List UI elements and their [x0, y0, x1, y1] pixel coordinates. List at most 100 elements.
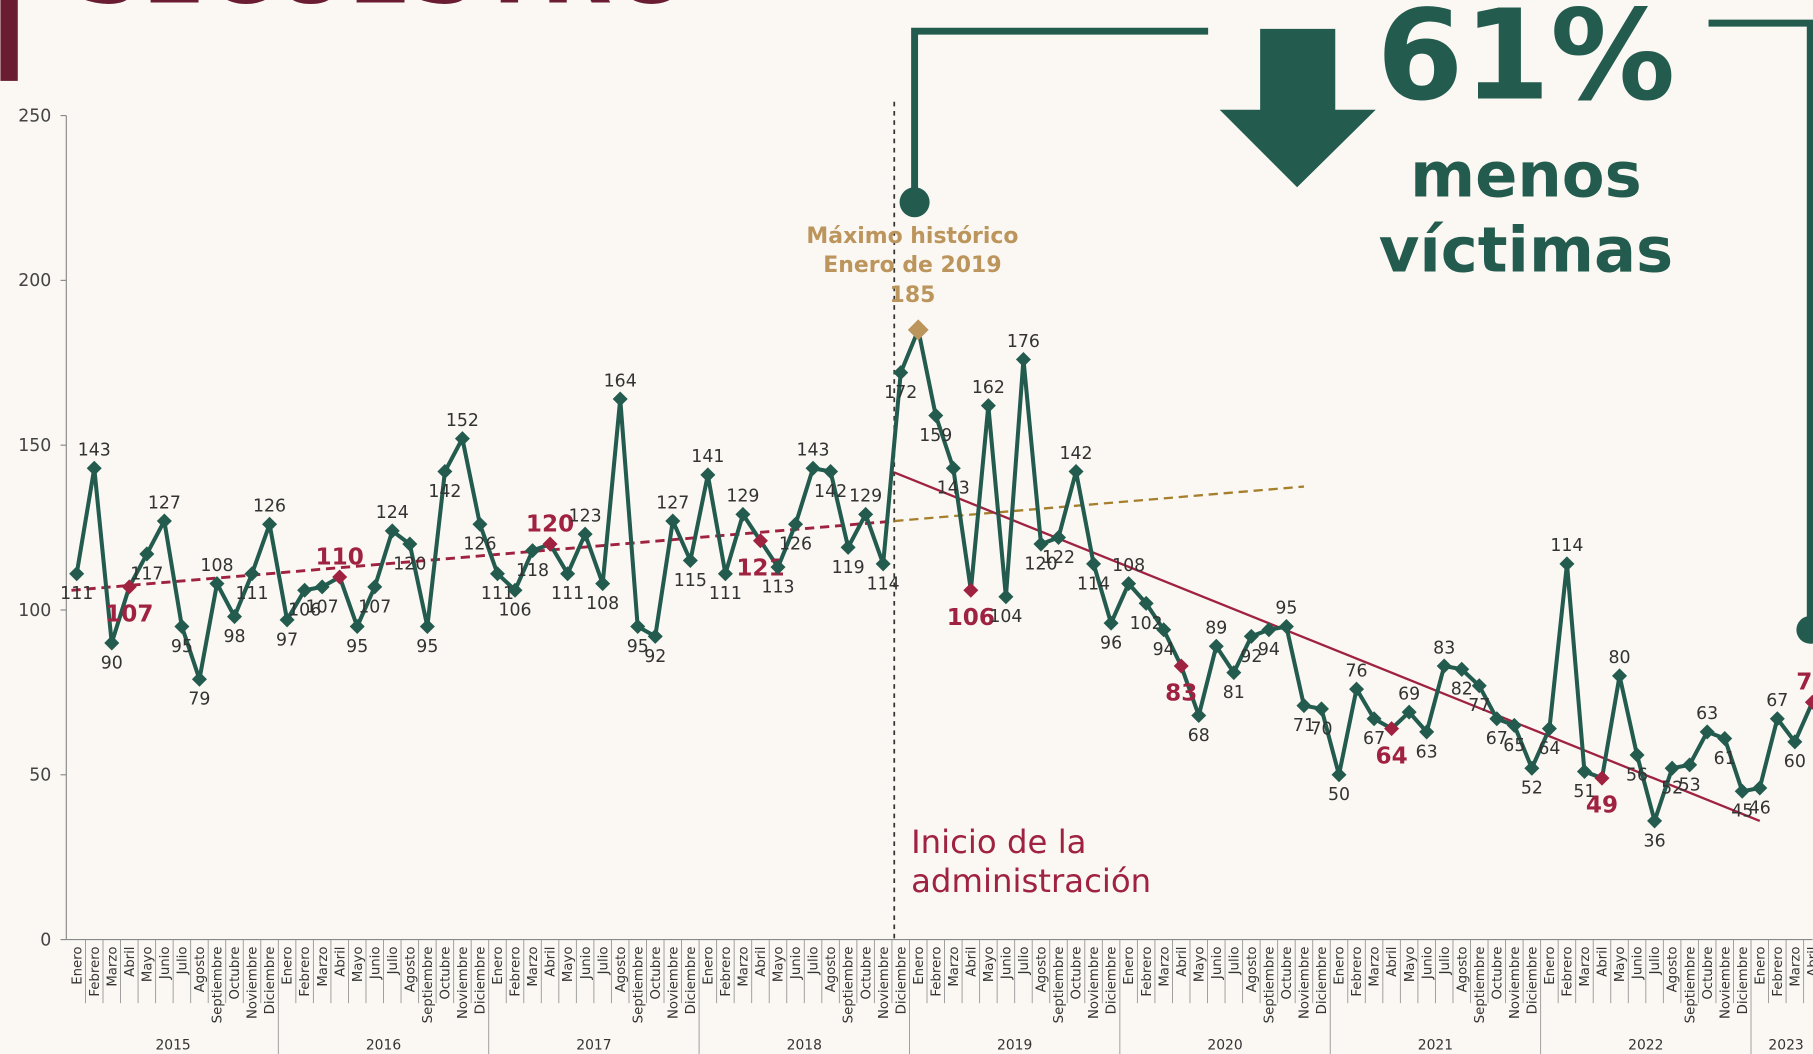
marker	[1594, 770, 1610, 786]
x-tick-label: Febrero	[1140, 947, 1155, 997]
x-tick-label: Abril	[1806, 947, 1813, 977]
value-label: 108	[586, 594, 619, 614]
x-tick-label: Mayo	[561, 947, 576, 983]
x-tick-label: Agosto	[1035, 947, 1050, 993]
value-label: 68	[1188, 726, 1210, 746]
x-tick-label: Septiembre	[842, 947, 857, 1024]
x-tick-label: Octubre	[1070, 947, 1085, 1000]
marker	[1682, 757, 1698, 773]
marker	[1033, 536, 1049, 552]
marker	[805, 460, 821, 476]
value-label: 64	[1538, 739, 1560, 759]
marker	[1226, 665, 1242, 681]
x-tick-label: Abril	[1596, 947, 1611, 977]
x-tick-label: Marzo	[1157, 947, 1172, 987]
value-label: 46	[1749, 798, 1771, 818]
value-label: 118	[516, 561, 549, 581]
marker	[1015, 351, 1031, 367]
x-tick-label: Febrero	[719, 947, 734, 997]
x-tick-label: Mayo	[1192, 947, 1207, 983]
marker	[1296, 698, 1312, 714]
value-label: 92	[1240, 647, 1262, 667]
marker	[735, 506, 751, 522]
marker	[297, 582, 313, 598]
marker	[1050, 529, 1067, 545]
x-tick-label: Mayo	[1613, 947, 1628, 983]
marker	[1804, 694, 1813, 710]
x-tick-label: Junio	[1210, 947, 1225, 981]
x-tick-label: Enero	[1333, 947, 1348, 985]
year-label: 2020	[1207, 1037, 1242, 1053]
x-tick-label: Septiembre	[1683, 947, 1698, 1024]
x-tick-label: Julio	[176, 947, 191, 976]
x-tick-label: Octubre	[649, 947, 664, 1000]
marker	[384, 523, 400, 539]
x-tick-label: Noviembre	[1087, 947, 1102, 1020]
marker	[1401, 704, 1417, 720]
x-tick-label: Agosto	[1455, 947, 1470, 993]
value-label: 92	[644, 647, 666, 667]
x-tick-label: Julio	[1648, 947, 1663, 976]
marker	[840, 539, 856, 555]
value-label: 95	[346, 637, 368, 657]
x-tick-label: Agosto	[193, 947, 208, 993]
x-tick-label: Abril	[964, 947, 979, 977]
marker	[244, 566, 260, 582]
marker	[665, 513, 681, 529]
value-label: 107	[306, 597, 339, 617]
x-tick-label: Diciembre	[263, 947, 278, 1015]
value-label: 52	[1521, 779, 1543, 799]
marker	[1086, 556, 1102, 572]
marker	[612, 391, 628, 407]
y-tick-label: 200	[18, 271, 51, 291]
value-label: 124	[376, 503, 409, 523]
marker	[507, 582, 523, 598]
value-label: 79	[188, 690, 210, 710]
x-tick-label: Noviembre	[1298, 947, 1313, 1020]
x-tick-label: Diciembre	[1525, 947, 1540, 1015]
x-tick-label: Noviembre	[877, 947, 892, 1020]
x-tick-label: Abril	[1385, 947, 1400, 977]
value-label: 80	[1608, 648, 1630, 668]
marker	[226, 609, 243, 625]
marker	[489, 566, 505, 582]
value-label: 143	[797, 441, 830, 461]
chart-title: SECUESTRO	[76, 0, 691, 24]
marker	[630, 618, 646, 634]
x-tick-label: Diciembre	[474, 947, 489, 1015]
marker	[1717, 731, 1733, 747]
x-tick-label: Enero	[1543, 947, 1558, 985]
marker	[788, 516, 804, 532]
trend-line	[894, 485, 1305, 523]
value-label: 176	[1007, 332, 1040, 352]
x-tick-label: Mayo	[1403, 947, 1418, 983]
marker	[717, 566, 733, 582]
x-tick-label: Marzo	[526, 947, 541, 987]
x-tick-label: Septiembre	[1263, 947, 1278, 1024]
value-label: 111	[481, 584, 514, 604]
value-label: 83	[1433, 638, 1455, 658]
marker	[139, 546, 155, 562]
year-label: 2018	[787, 1037, 822, 1053]
x-tick-label: Diciembre	[894, 947, 909, 1015]
x-tick-label: Febrero	[1561, 947, 1576, 997]
x-tick-label: Octubre	[228, 947, 243, 1000]
marker	[577, 526, 593, 542]
value-label: 95	[171, 637, 193, 657]
year-label: 2015	[155, 1037, 190, 1053]
x-tick-label: Diciembre	[1315, 947, 1330, 1015]
value-label: 162	[972, 378, 1005, 398]
value-label: 95	[1275, 599, 1297, 619]
marker	[1138, 595, 1154, 611]
value-label: 117	[130, 564, 163, 584]
x-tick-label: Enero	[281, 947, 296, 985]
value-label: 82	[1451, 680, 1473, 700]
marker	[437, 464, 453, 480]
x-tick-label: Marzo	[947, 947, 962, 987]
y-tick-label: 0	[40, 930, 51, 950]
value-label: 111	[551, 584, 584, 604]
value-label: 122	[1042, 548, 1075, 568]
value-label: 108	[200, 556, 233, 576]
year-label: 2022	[1628, 1037, 1663, 1053]
